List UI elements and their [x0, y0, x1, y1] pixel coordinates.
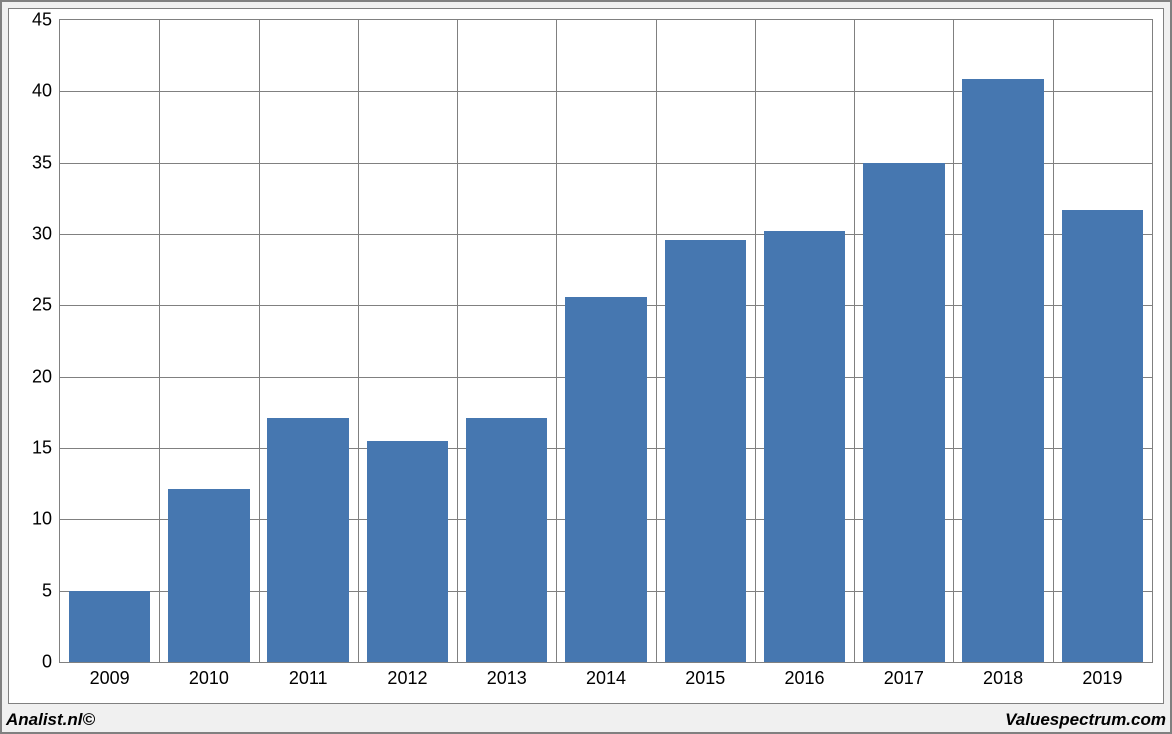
bar: [863, 163, 944, 662]
x-tick-label: 2013: [487, 668, 527, 689]
chart-container: 0 5 10 15 20 25 30 35 40 45 2009 2010 2011 2012 2013 20…: [0, 0, 1172, 734]
bar: [1062, 210, 1143, 662]
bar: [267, 418, 348, 662]
plot-area: 0510152025303540452009201020112012201320…: [59, 19, 1153, 663]
gridline-vertical: [159, 20, 160, 662]
bar: [962, 79, 1043, 663]
x-tick-label: 2009: [90, 668, 130, 689]
gridline-vertical: [556, 20, 557, 662]
y-tick-label: 30: [32, 224, 52, 245]
y-tick-label: 20: [32, 366, 52, 387]
footer-right: Valuespectrum.com: [1005, 710, 1166, 730]
x-tick-label: 2017: [884, 668, 924, 689]
x-tick-label: 2018: [983, 668, 1023, 689]
x-tick-label: 2012: [387, 668, 427, 689]
footer-left: Analist.nl©: [6, 710, 95, 730]
bar: [69, 591, 150, 662]
gridline-vertical: [755, 20, 756, 662]
y-tick-label: 40: [32, 81, 52, 102]
gridline-vertical: [953, 20, 954, 662]
bar: [764, 231, 845, 662]
x-tick-label: 2011: [289, 668, 328, 689]
bar: [466, 418, 547, 662]
x-tick-label: 2014: [586, 668, 626, 689]
y-tick-label: 25: [32, 295, 52, 316]
bar: [168, 489, 249, 662]
gridline-vertical: [1053, 20, 1054, 662]
x-tick-label: 2010: [189, 668, 229, 689]
x-tick-label: 2019: [1082, 668, 1122, 689]
bar: [665, 240, 746, 662]
bar: [367, 441, 448, 662]
y-tick-label: 15: [32, 438, 52, 459]
x-tick-label: 2015: [685, 668, 725, 689]
y-tick-label: 10: [32, 509, 52, 530]
chart-inner: 0 5 10 15 20 25 30 35 40 45 2009 2010 2011 2012 2013 20…: [8, 8, 1164, 704]
y-tick-label: 0: [42, 652, 52, 673]
y-tick-label: 5: [42, 580, 52, 601]
bar: [565, 297, 646, 662]
gridline-vertical: [656, 20, 657, 662]
y-tick-label: 35: [32, 152, 52, 173]
y-tick-label: 45: [32, 10, 52, 31]
gridline-vertical: [259, 20, 260, 662]
gridline-vertical: [457, 20, 458, 662]
gridline-vertical: [358, 20, 359, 662]
gridline-vertical: [854, 20, 855, 662]
x-tick-label: 2016: [785, 668, 825, 689]
